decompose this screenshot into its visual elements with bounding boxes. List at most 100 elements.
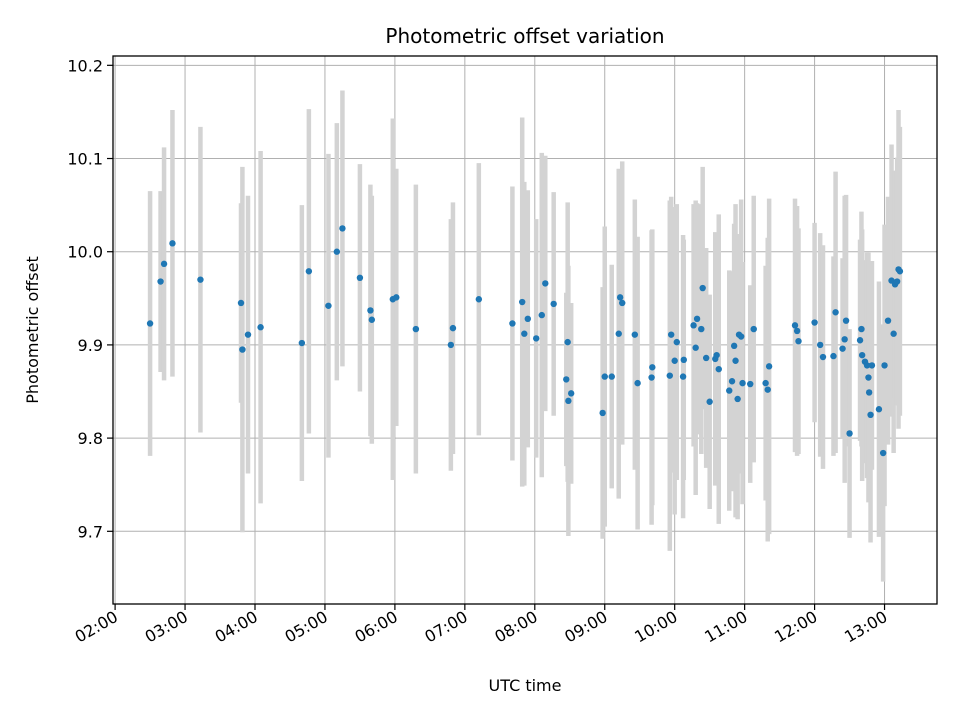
y-tick-label: 9.8 (78, 429, 103, 448)
data-point (816, 341, 824, 349)
data-point (692, 344, 699, 351)
data-point (615, 330, 622, 337)
data-point (333, 248, 341, 255)
y-tick-label: 10.1 (67, 150, 103, 169)
data-point (858, 325, 865, 333)
data-point (730, 342, 738, 350)
data-point (679, 373, 687, 380)
data-point (616, 294, 624, 301)
data-point (737, 333, 745, 340)
data-point (728, 378, 736, 385)
data-point (750, 325, 757, 333)
data-point (649, 364, 656, 371)
data-point (356, 274, 364, 282)
data-point (739, 379, 746, 387)
data-point (475, 296, 483, 303)
data-point (666, 372, 673, 379)
data-point (698, 325, 705, 333)
data-point (146, 320, 154, 327)
data-point (542, 280, 549, 287)
y-tick-label: 10.2 (67, 56, 103, 75)
data-point (863, 362, 871, 369)
data-point (368, 316, 376, 323)
data-point (160, 260, 168, 268)
data-point (631, 331, 639, 338)
data-point (619, 299, 626, 307)
data-point (667, 331, 675, 338)
data-point (881, 362, 888, 369)
data-point (305, 268, 313, 275)
data-point (702, 354, 710, 362)
data-point (412, 325, 420, 333)
y-tick-label: 9.7 (78, 522, 103, 541)
data-point (244, 331, 252, 338)
data-point (890, 330, 897, 337)
data-point (867, 411, 874, 419)
data-point (713, 351, 720, 359)
data-point (732, 357, 739, 364)
data-point (734, 395, 741, 403)
data-point (367, 307, 374, 314)
data-point (884, 317, 892, 324)
data-point (893, 278, 901, 285)
data-point (765, 363, 773, 370)
data-point (601, 373, 608, 380)
data-point (706, 398, 713, 405)
data-point (811, 319, 818, 326)
data-point (846, 430, 853, 437)
data-point (791, 322, 799, 329)
data-point (608, 373, 615, 380)
y-tick-label: 10.0 (67, 243, 103, 262)
data-point (447, 341, 455, 349)
data-point (868, 362, 876, 369)
y-axis-label: Photometric offset (23, 256, 42, 404)
data-point (257, 324, 264, 331)
data-point (726, 387, 733, 394)
data-point (673, 338, 680, 346)
data-point (699, 284, 706, 292)
data-point (532, 335, 540, 342)
data-point (325, 302, 332, 309)
plot-frame (112, 55, 938, 605)
data-point (693, 315, 701, 323)
data-point (524, 315, 531, 323)
data-point (842, 317, 850, 324)
data-point (599, 409, 606, 417)
data-point (298, 339, 306, 347)
data-point (747, 380, 754, 388)
data-point (865, 389, 873, 396)
data-point (550, 300, 557, 308)
data-point (839, 345, 846, 352)
data-point (841, 336, 848, 343)
data-point (875, 406, 883, 413)
data-point (239, 346, 246, 353)
data-point (197, 276, 204, 283)
data-point (865, 374, 872, 381)
data-point (565, 397, 572, 405)
data-point (896, 268, 904, 275)
data-point (237, 299, 245, 307)
data-point (339, 225, 346, 232)
data-point (564, 338, 571, 346)
data-point (169, 240, 176, 247)
data-point (795, 337, 802, 345)
data-point (567, 390, 575, 397)
data-point (856, 337, 864, 344)
y-axis-ticks: 9.7 9.8 9.9 10.0 10.1 10.2 (67, 56, 113, 541)
data-point (648, 374, 655, 381)
data-point (519, 298, 526, 306)
data-point (538, 311, 545, 319)
data-point (157, 278, 164, 285)
data-point (793, 327, 801, 335)
data-point (634, 379, 641, 387)
data-point (830, 352, 837, 360)
chart-title: Photometric offset variation (385, 24, 664, 48)
data-points (146, 225, 904, 457)
data-point (690, 322, 697, 329)
data-point (764, 386, 771, 393)
data-point (671, 357, 678, 364)
y-tick-label: 9.9 (78, 336, 103, 355)
data-point (449, 324, 457, 332)
data-point (762, 379, 769, 387)
